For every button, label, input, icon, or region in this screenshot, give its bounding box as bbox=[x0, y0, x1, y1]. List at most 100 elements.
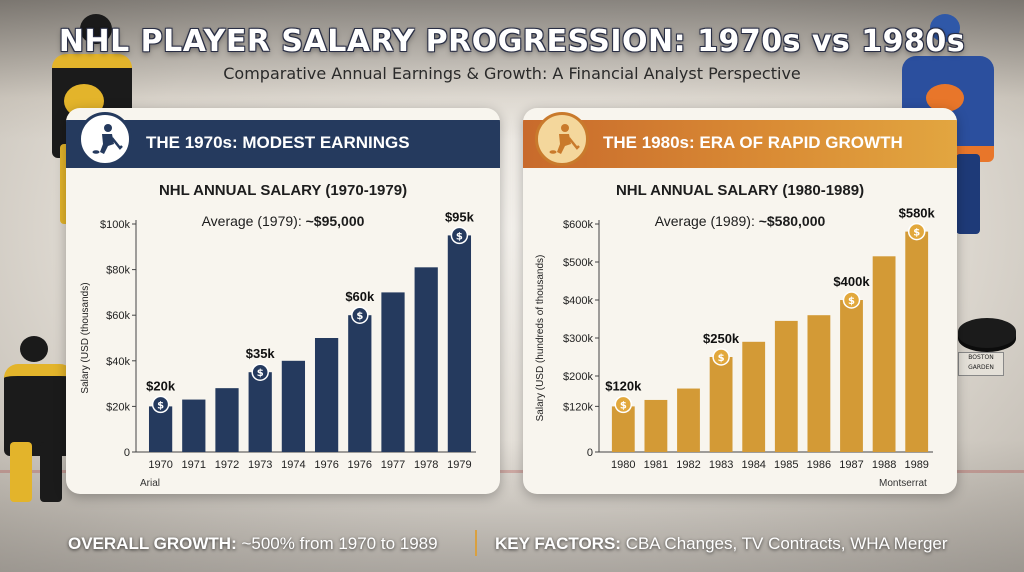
panel-1980s: THE 1980s: ERA OF RAPID GROWTH NHL ANNUA… bbox=[523, 108, 957, 494]
bar-value-label: $60k bbox=[345, 289, 375, 304]
dollar-sign-glyph: $ bbox=[718, 353, 725, 364]
x-tick-label: 1971 bbox=[182, 459, 206, 471]
y-axis-label: Salary (USD (thousands) bbox=[80, 282, 91, 393]
bar-1979 bbox=[447, 235, 472, 452]
banner-1970s-label: THE 1970s: MODEST EARNINGS bbox=[146, 133, 410, 152]
hockey-puck-illustration bbox=[958, 318, 1016, 348]
hockey-player-icon bbox=[535, 112, 589, 166]
bar-1988 bbox=[872, 256, 896, 452]
x-tick-label: 1976 bbox=[314, 459, 338, 471]
bar-1976 bbox=[314, 338, 339, 452]
x-tick-label: 1974 bbox=[281, 459, 305, 471]
bar-value-label: $95k bbox=[445, 209, 475, 224]
chart-1970s: NHL ANNUAL SALARY (1970-1979) Average (19… bbox=[80, 182, 476, 471]
x-tick-label: 1982 bbox=[676, 459, 700, 471]
bar-1986 bbox=[807, 315, 831, 452]
x-tick-label: 1980 bbox=[611, 459, 635, 471]
x-tick-label: 1977 bbox=[381, 459, 405, 471]
footer-divider bbox=[475, 530, 477, 556]
y-tick-label: $80k bbox=[106, 265, 130, 277]
bar-1984 bbox=[742, 341, 766, 452]
bar-1970 bbox=[148, 406, 173, 452]
footer-growth-label: OVERALL GROWTH: bbox=[68, 534, 237, 553]
page-subtitle: Comparative Annual Earnings & Growth: A … bbox=[223, 64, 801, 83]
footer-growth-value: ~500% from 1970 to 1989 bbox=[241, 534, 438, 553]
dollar-sign-glyph: $ bbox=[157, 400, 164, 411]
footer-bar: OVERALL GROWTH: ~500% from 1970 to 1989 … bbox=[0, 530, 1024, 560]
player-left-bottom-illustration bbox=[0, 330, 90, 520]
bar-1971 bbox=[182, 399, 206, 452]
x-tick-label: 1984 bbox=[741, 459, 765, 471]
bar-1985 bbox=[774, 320, 798, 452]
dollar-coin-icon bbox=[151, 395, 170, 414]
x-tick-label: 1972 bbox=[215, 459, 239, 471]
font-note-1970s: Arial bbox=[140, 478, 161, 489]
dollar-sign-glyph: $ bbox=[848, 296, 855, 307]
dollar-coin-icon bbox=[842, 291, 861, 309]
hockey-player-icon bbox=[78, 112, 132, 166]
bar-value-label: $20k bbox=[146, 378, 176, 393]
y-tick-label: 0 bbox=[124, 447, 130, 459]
banner-1980s: THE 1980s: ERA OF RAPID GROWTH bbox=[523, 120, 957, 168]
bar-value-label: $35k bbox=[246, 346, 276, 361]
footer-factors: KEY FACTORS: CBA Changes, TV Contracts, … bbox=[495, 534, 948, 554]
x-tick-label: 1978 bbox=[414, 459, 438, 471]
x-tick-label: 1981 bbox=[644, 459, 668, 471]
x-tick-label: 1983 bbox=[709, 459, 733, 471]
x-tick-label: 1970 bbox=[148, 459, 172, 471]
bar-value-label: $120k bbox=[605, 378, 642, 393]
bar-1989 bbox=[905, 231, 929, 452]
bar-1981 bbox=[644, 399, 668, 452]
banner-1980s-label: THE 1980s: ERA OF RAPID GROWTH bbox=[603, 133, 903, 152]
footer-growth: OVERALL GROWTH: ~500% from 1970 to 1989 bbox=[68, 534, 438, 554]
y-tick-label: $60k bbox=[106, 310, 130, 322]
chart-average-note: Average (1979): ~$95,000 bbox=[202, 213, 365, 229]
y-tick-label: $100k bbox=[100, 219, 130, 231]
x-tick-label: 1973 bbox=[248, 459, 272, 471]
bar-1978 bbox=[414, 267, 438, 452]
x-tick-label: 1988 bbox=[872, 459, 896, 471]
chart-average-label: Average (1979): bbox=[202, 213, 306, 229]
bar-1972 bbox=[215, 388, 239, 452]
chart-average-value: ~$580,000 bbox=[759, 213, 826, 229]
chart-average-note: Average (1989): ~$580,000 bbox=[655, 213, 826, 229]
y-tick-label: $400k bbox=[563, 295, 593, 307]
font-note-1980s: Montserrat bbox=[879, 478, 927, 489]
y-tick-label: 0 bbox=[587, 447, 593, 459]
x-tick-label: 1985 bbox=[774, 459, 798, 471]
bar-1987 bbox=[840, 300, 863, 452]
dollar-sign-glyph: $ bbox=[356, 311, 363, 322]
y-tick-label: $600k bbox=[563, 219, 593, 231]
footer-factors-value: CBA Changes, TV Contracts, WHA Merger bbox=[625, 534, 948, 553]
footer-factors-label: KEY FACTORS: bbox=[495, 534, 621, 553]
banner-1970s: THE 1970s: MODEST EARNINGS bbox=[66, 120, 500, 168]
bar-1976 bbox=[348, 315, 372, 452]
y-tick-label: $200k bbox=[563, 371, 593, 383]
x-tick-label: 1986 bbox=[807, 459, 831, 471]
chart-title: NHL ANNUAL SALARY (1970-1979) bbox=[159, 182, 407, 199]
dollar-coin-icon bbox=[351, 306, 369, 324]
dollar-coin-icon bbox=[251, 363, 269, 381]
chart-1980s: NHL ANNUAL SALARY (1980-1989) Average (19… bbox=[535, 182, 936, 471]
x-tick-label: 1979 bbox=[447, 459, 471, 471]
chart-average-value: ~$95,000 bbox=[306, 213, 365, 229]
bar-value-label: $250k bbox=[703, 331, 740, 346]
dollar-coin-icon bbox=[712, 348, 730, 366]
dollar-sign-glyph: $ bbox=[257, 368, 264, 379]
dollar-coin-icon bbox=[450, 226, 469, 245]
y-tick-label: $40k bbox=[106, 356, 130, 368]
y-tick-label: $120k bbox=[563, 401, 593, 413]
y-tick-label: $500k bbox=[563, 257, 593, 269]
bar-1974 bbox=[281, 360, 306, 452]
rink-line bbox=[0, 470, 1024, 473]
bar-value-label: $580k bbox=[899, 206, 936, 221]
dollar-sign-glyph: $ bbox=[620, 400, 627, 411]
dollar-sign-glyph: $ bbox=[913, 228, 920, 239]
bar-1977 bbox=[381, 292, 405, 452]
chart-average-label: Average (1989): bbox=[655, 213, 759, 229]
dollar-coin-icon bbox=[614, 395, 633, 414]
dollar-coin-icon bbox=[907, 222, 926, 241]
bar-1973 bbox=[248, 372, 272, 452]
chart-title: NHL ANNUAL SALARY (1980-1989) bbox=[616, 182, 864, 199]
panel-1970s: THE 1970s: MODEST EARNINGS NHL ANNUAL SA… bbox=[66, 108, 500, 494]
